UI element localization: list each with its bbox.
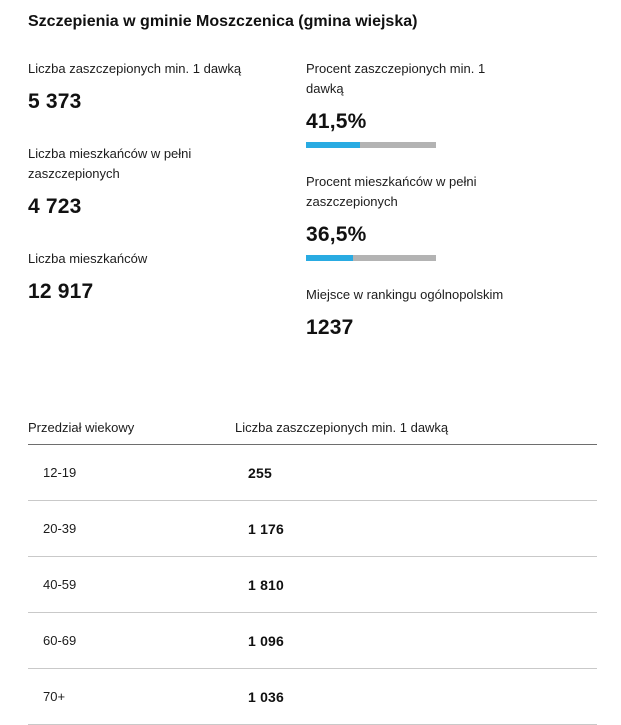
stat-block: Procent mieszkańców w pełni zaszczepiony…	[306, 172, 597, 261]
stat-block: Procent zaszczepionych min. 1 dawką 41,5…	[306, 59, 597, 148]
stat-block: Liczba zaszczepionych min. 1 dawką 5 373	[28, 59, 306, 114]
age-cell: 70+	[28, 668, 235, 725]
table-row: 20-39 1 176	[28, 500, 597, 557]
table-row: 60-69 1 096	[28, 612, 597, 669]
stat-block: Liczba mieszkańców w pełni zaszczepionyc…	[28, 144, 306, 219]
stat-value: 41,5%	[306, 110, 367, 133]
stat-label: Procent zaszczepionych min. 1 dawką	[306, 61, 486, 96]
page-title: Szczepienia w gminie Moszczenica (gmina …	[28, 13, 418, 30]
stat-label: Liczba zaszczepionych min. 1 dawką	[28, 61, 242, 76]
progress-bar-fill	[306, 255, 354, 261]
stat-value: 12 917	[28, 280, 94, 303]
stat-label: Miejsce w rankingu ogólnopolskim	[306, 287, 504, 302]
stat-block: Miejsce w rankingu ogólnopolskim 1237	[306, 285, 597, 340]
progress-bar	[306, 142, 436, 148]
progress-bar	[306, 255, 436, 261]
stat-value: 4 723	[28, 195, 82, 218]
count-cell: 1 036	[235, 668, 597, 725]
table-row: 70+ 1 036	[28, 668, 597, 725]
stat-value: 36,5%	[306, 223, 367, 246]
age-cell: 12-19	[28, 444, 235, 501]
age-cell: 20-39	[28, 500, 235, 557]
stats-grid: Liczba zaszczepionych min. 1 dawką 5 373…	[28, 59, 597, 364]
count-cell: 255	[235, 444, 597, 501]
count-cell: 1 096	[235, 612, 597, 669]
stat-label: Liczba mieszkańców	[28, 251, 148, 266]
stat-label: Liczba mieszkańców w pełni zaszczepionyc…	[28, 146, 192, 181]
stat-block: Liczba mieszkańców 12 917	[28, 249, 306, 304]
age-cell: 40-59	[28, 556, 235, 613]
stat-value: 5 373	[28, 90, 82, 113]
age-table-section: Przedział wiekowy Liczba zaszczepionych …	[28, 420, 597, 725]
table-header-age: Przedział wiekowy	[28, 420, 235, 445]
stats-column-left: Liczba zaszczepionych min. 1 dawką 5 373…	[28, 59, 306, 364]
age-cell: 60-69	[28, 612, 235, 669]
count-cell: 1 810	[235, 556, 597, 613]
count-cell: 1 176	[235, 500, 597, 557]
stat-value: 1237	[306, 316, 354, 339]
table-row: 12-19 255	[28, 444, 597, 501]
progress-bar-fill	[306, 142, 360, 148]
table-header-count: Liczba zaszczepionych min. 1 dawką	[235, 420, 597, 445]
table-row: 40-59 1 810	[28, 556, 597, 613]
table-header-row: Przedział wiekowy Liczba zaszczepionych …	[28, 420, 597, 445]
vaccination-age-table: Przedział wiekowy Liczba zaszczepionych …	[28, 420, 597, 725]
stats-column-right: Procent zaszczepionych min. 1 dawką 41,5…	[306, 59, 597, 364]
stat-label: Procent mieszkańców w pełni zaszczepiony…	[306, 174, 477, 209]
